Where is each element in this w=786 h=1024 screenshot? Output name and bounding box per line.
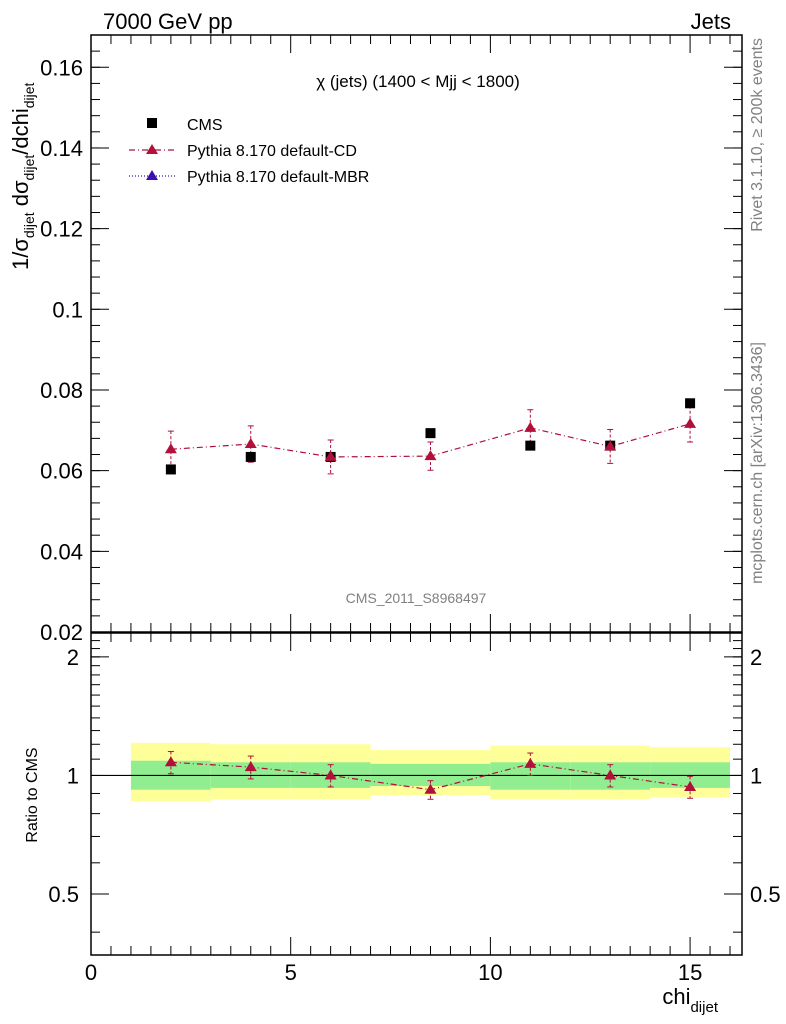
ratio-cd-point	[604, 769, 617, 780]
legend-cms-marker	[147, 118, 157, 128]
top-y-axis-title: 1/σdijet dσdijet/dchidijet	[8, 82, 37, 270]
y-tick-label: 0.1	[52, 297, 83, 322]
cms-data-point	[245, 451, 256, 462]
ratio-cd-point	[164, 756, 177, 767]
cms-data-point	[425, 428, 436, 439]
cd-point	[424, 450, 437, 461]
cd-point	[164, 443, 177, 454]
ratio-y-tick-label-right: 0.5	[750, 882, 781, 907]
cms-data-point	[525, 440, 536, 451]
ratio-cd-point	[684, 780, 697, 791]
mcplots-label: mcplots.cern.ch [arXiv:1306.3436]	[749, 342, 766, 584]
ratio-data	[164, 751, 697, 800]
legend-mbr-label: Pythia 8.170 default-MBR	[187, 169, 369, 186]
ratio-panel-frame	[90, 632, 743, 956]
ratio-y-tick-label-left: 0.5	[48, 882, 79, 907]
main-panel-frame	[90, 34, 743, 633]
y-tick-label: 0.12	[40, 217, 83, 242]
cd-point	[324, 450, 337, 461]
ratio-panel: 0 5 10 15 0.5 0.5 1 1 2 2	[48, 633, 781, 985]
rivet-label: Rivet 3.1.10, ≥ 200k events	[749, 38, 766, 232]
x-axis-title: chidijet	[662, 984, 718, 1016]
cd-point	[604, 440, 617, 451]
y-tick-label: 0.16	[40, 55, 83, 80]
x-tick-label: 0	[85, 960, 97, 985]
y-tick-label: 0.08	[40, 378, 83, 403]
y-tick-label: 0.04	[40, 539, 83, 564]
ratio-cd-point	[244, 761, 257, 772]
header-right: Jets	[691, 9, 731, 34]
main-panel: 0.02 0.04 0.06 0.08 0.1 0.12 0.14 0.16	[40, 35, 742, 645]
cd-point	[244, 438, 257, 449]
ratio-y-tick-label-right: 2	[750, 645, 762, 670]
y-tick-label: 0.14	[40, 136, 83, 161]
main-data	[164, 398, 697, 475]
ratio-cd-point	[424, 783, 437, 794]
cms-data-point	[685, 398, 696, 409]
legend-cd-label: Pythia 8.170 default-CD	[187, 143, 357, 160]
analysis-label: CMS_2011_S8968497	[346, 590, 487, 606]
legend-cd-marker	[146, 144, 158, 154]
legend-cms-label: CMS	[187, 117, 223, 134]
x-tick-label: 10	[478, 960, 502, 985]
ratio-y-tick-label-left: 1	[67, 763, 79, 788]
ratio-cd-point	[324, 769, 337, 780]
cd-point	[524, 421, 537, 432]
ratio-y-axis-title: Ratio to CMS	[24, 747, 41, 842]
ratio-y-tick-label-left: 2	[67, 645, 79, 670]
legend-mbr-marker	[146, 170, 158, 180]
plot-title: χ (jets) (1400 < Mjj < 1800)	[316, 72, 520, 91]
header-left: 7000 GeV pp	[103, 9, 233, 34]
ratio-cd-point	[524, 757, 537, 768]
x-tick-label: 15	[678, 960, 702, 985]
y-tick-label: 0.02	[40, 620, 83, 645]
legend: CMS Pythia 8.170 default-CD Pythia 8.170…	[129, 117, 369, 186]
cd-point	[684, 417, 697, 428]
ratio-y-tick-label-right: 1	[750, 763, 762, 788]
x-tick-label: 5	[285, 960, 297, 985]
y-tick-label: 0.06	[40, 459, 83, 484]
cms-data-point	[165, 464, 176, 475]
